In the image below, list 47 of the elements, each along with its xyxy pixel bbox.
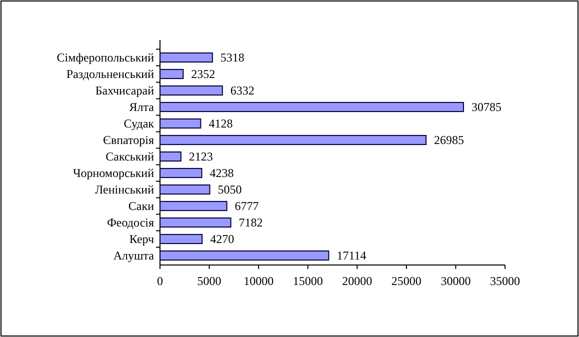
data-label: 4128 xyxy=(208,116,233,131)
y-tick-label: Євпаторія xyxy=(103,133,154,148)
bar xyxy=(160,200,228,212)
x-tick-label: 0 xyxy=(157,274,163,288)
y-tick-label: Керч xyxy=(129,232,154,246)
bar xyxy=(160,250,330,261)
y-tick-label: Ялта xyxy=(129,100,155,114)
data-label: 6332 xyxy=(230,84,254,98)
y-tick-label: Алушта xyxy=(113,248,155,263)
x-tick-label: 25000 xyxy=(391,274,422,288)
data-label: 17114 xyxy=(336,248,366,263)
x-tick-label: 15000 xyxy=(292,274,323,288)
bar xyxy=(160,234,203,244)
data-label: 6777 xyxy=(234,199,259,214)
data-label: 30785 xyxy=(471,100,502,114)
y-tick-label: Саки xyxy=(128,199,155,214)
data-label: 4238 xyxy=(210,166,234,180)
y-tick-label: Феодосія xyxy=(106,216,154,230)
bar xyxy=(160,102,464,112)
x-tick-label: 30000 xyxy=(440,274,471,288)
data-label: 26985 xyxy=(434,133,464,148)
y-tick-label: Ленінський xyxy=(94,182,155,197)
bar xyxy=(160,85,223,96)
x-tick-label: 10000 xyxy=(244,274,274,288)
y-tick-label: Раздольненський xyxy=(66,67,155,82)
y-tick-label: Бахчисарай xyxy=(95,84,155,98)
y-tick-label: Судак xyxy=(124,116,154,131)
data-label: 2123 xyxy=(188,150,213,164)
y-tick-label: Сімферопольський xyxy=(56,50,155,65)
data-label: 5318 xyxy=(220,50,244,65)
x-tick-label: 35000 xyxy=(490,274,520,288)
bar xyxy=(160,184,210,195)
bar xyxy=(160,134,426,146)
bar xyxy=(160,151,182,162)
data-label: 5050 xyxy=(218,182,242,197)
y-tick-label: Чорноморський xyxy=(72,166,155,180)
y-tick-label: Сакський xyxy=(106,150,155,164)
x-tick-label: 20000 xyxy=(342,274,372,288)
bar xyxy=(160,52,213,63)
bar xyxy=(160,168,202,178)
data-label: 4270 xyxy=(210,232,234,246)
bar xyxy=(160,217,232,228)
data-label: 7182 xyxy=(238,216,263,230)
data-label: 2352 xyxy=(191,67,216,82)
bar xyxy=(160,118,202,129)
bar xyxy=(160,68,184,80)
x-tick-label: 5000 xyxy=(197,274,222,288)
